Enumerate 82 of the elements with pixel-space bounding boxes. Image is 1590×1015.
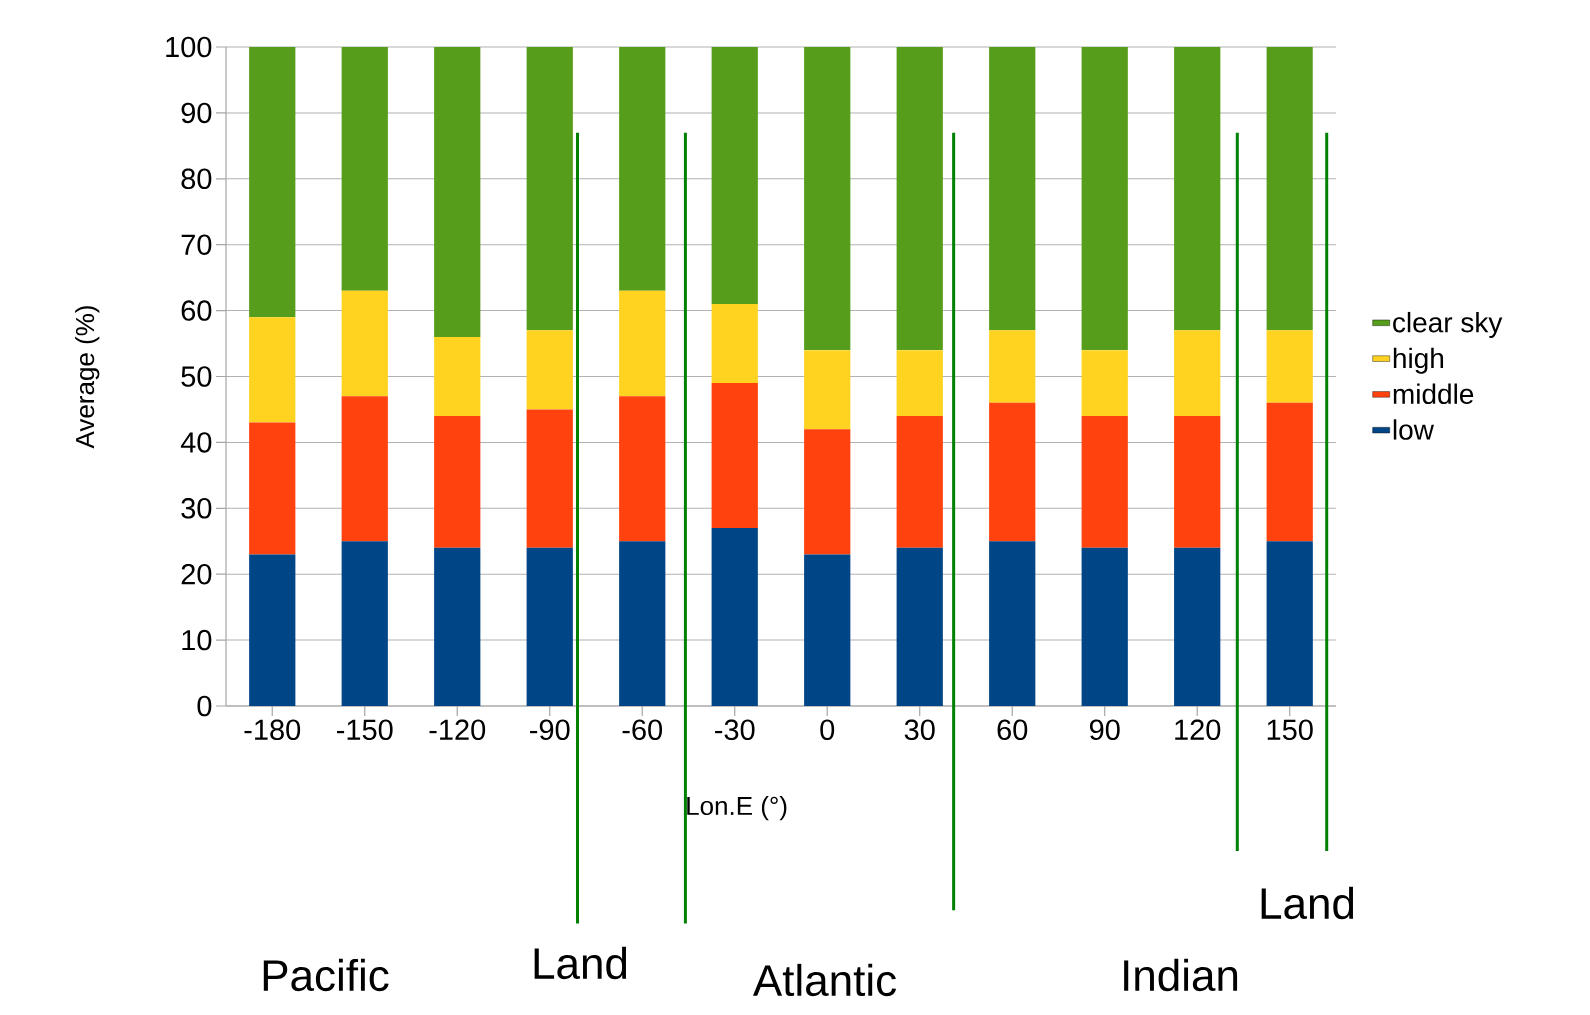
bar bbox=[804, 429, 851, 555]
bar bbox=[1081, 350, 1128, 417]
bar bbox=[249, 46, 296, 318]
bar bbox=[896, 547, 943, 706]
x-tick-label: -150 bbox=[337, 719, 393, 741]
bar bbox=[249, 422, 296, 555]
bar bbox=[1174, 416, 1221, 548]
x-tick-label: 30 bbox=[904, 719, 935, 741]
bar bbox=[896, 416, 943, 548]
bar bbox=[804, 46, 851, 351]
y-tick-label: 70 bbox=[181, 234, 212, 255]
bar bbox=[526, 330, 573, 410]
x-tick-label: 120 bbox=[1175, 719, 1221, 741]
y-tick-label: 40 bbox=[180, 432, 212, 453]
bar bbox=[1266, 46, 1313, 331]
bar bbox=[1266, 541, 1313, 706]
bar bbox=[711, 46, 758, 304]
bar bbox=[896, 46, 943, 351]
bar bbox=[434, 46, 481, 337]
y-tick-label: 100 bbox=[166, 36, 212, 58]
bar bbox=[434, 336, 481, 417]
text: Pacific bbox=[263, 958, 389, 992]
bar bbox=[1174, 46, 1221, 331]
y-tick-label: 20 bbox=[181, 563, 212, 585]
y-tick-label: 50 bbox=[181, 366, 212, 387]
bar bbox=[711, 304, 758, 384]
x-tick-label: 90 bbox=[1089, 719, 1120, 741]
bar bbox=[249, 554, 296, 706]
bar bbox=[1266, 402, 1313, 542]
x-tick-label: 150 bbox=[1267, 719, 1313, 741]
bar bbox=[434, 416, 481, 548]
bar bbox=[896, 350, 943, 417]
legend-label: clear sky bbox=[1393, 311, 1503, 339]
x-tick-label: -180 bbox=[244, 719, 301, 741]
y-tick-label: 10 bbox=[182, 629, 212, 651]
bar bbox=[804, 350, 851, 430]
x-tick-label: 0 bbox=[820, 719, 835, 741]
text: Land bbox=[1261, 886, 1354, 920]
bar bbox=[526, 409, 573, 548]
bar bbox=[711, 528, 758, 706]
legend-label: low bbox=[1393, 419, 1434, 440]
bar bbox=[341, 541, 388, 706]
bar bbox=[619, 46, 666, 291]
bar bbox=[1174, 547, 1221, 706]
y-tick-label: 0 bbox=[197, 695, 212, 717]
bar bbox=[341, 290, 388, 397]
x-tick-label: -60 bbox=[622, 719, 663, 741]
bar bbox=[249, 317, 296, 423]
y-axis-title: Average (%) bbox=[75, 306, 100, 449]
y-tick-label: 80 bbox=[181, 168, 212, 190]
y-tick-label: 90 bbox=[181, 102, 212, 124]
x-axis-title: Lon.E (°) bbox=[687, 796, 787, 821]
bar bbox=[619, 290, 666, 397]
bar bbox=[989, 402, 1036, 542]
bar bbox=[526, 547, 573, 706]
legend-label: high bbox=[1393, 347, 1444, 374]
text: Land bbox=[534, 946, 627, 980]
y-tick-label: 60 bbox=[181, 300, 212, 321]
bar bbox=[804, 554, 851, 706]
legend-label: middle bbox=[1393, 383, 1474, 405]
bar bbox=[526, 46, 573, 331]
bar bbox=[341, 396, 388, 542]
bar bbox=[989, 330, 1036, 403]
bar bbox=[1081, 416, 1128, 548]
bar bbox=[341, 46, 388, 291]
y-tick-label: 30 bbox=[181, 498, 212, 519]
x-tick-label: -120 bbox=[429, 719, 486, 741]
bar bbox=[989, 541, 1036, 706]
bar bbox=[619, 541, 666, 706]
bar bbox=[1081, 46, 1128, 351]
bar bbox=[619, 396, 666, 542]
text: Indian bbox=[1124, 958, 1238, 992]
x-tick-label: -90 bbox=[530, 719, 570, 741]
x-tick-label: 60 bbox=[997, 719, 1028, 741]
bar bbox=[1174, 330, 1221, 417]
x-tick-label: -30 bbox=[715, 719, 755, 741]
bar bbox=[1266, 330, 1313, 403]
bar bbox=[1081, 547, 1128, 706]
text: Atlantic bbox=[752, 963, 896, 997]
bar bbox=[989, 46, 1036, 331]
bar bbox=[434, 547, 481, 706]
bar bbox=[711, 383, 758, 529]
